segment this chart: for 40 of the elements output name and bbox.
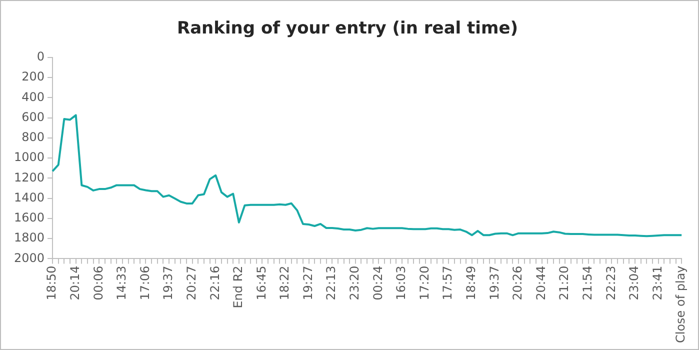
y-tick-label: 0	[36, 50, 45, 64]
x-tick-label: 00:06	[91, 266, 106, 300]
x-tick-label: 18:50	[44, 266, 59, 300]
x-tick-label: 22:16	[208, 266, 222, 300]
x-tick-label: Close of play	[674, 266, 688, 344]
x-tick-label: 23:04	[627, 266, 642, 300]
x-tick-label: 23:20	[348, 266, 362, 300]
x-tick-label: 17:57	[440, 266, 455, 300]
x-tick-label: 17:20	[417, 266, 432, 300]
x-tick-label: 19:37	[161, 266, 176, 300]
x-tick-label: 16:45	[254, 266, 268, 300]
y-tick-label: 1000	[14, 150, 45, 164]
chart-title: Ranking of your entry (in real time)	[176, 18, 518, 39]
x-tick-label: 16:03	[394, 266, 408, 300]
x-tick-label: 18:22	[278, 266, 292, 300]
x-tick-label: 18:49	[464, 266, 478, 300]
y-tick-label: 2000	[14, 250, 45, 265]
y-tick-label: 400	[22, 90, 45, 104]
x-tick-label: End R2	[231, 266, 246, 308]
y-tick-label: 1400	[14, 190, 45, 204]
y-tick-label: 1600	[14, 210, 45, 225]
x-tick-label: 00:24	[370, 266, 385, 300]
x-tick-label: 19:27	[300, 266, 315, 300]
x-tick-label: 22:13	[324, 266, 338, 300]
x-tick-label: 23:41	[650, 266, 664, 300]
x-tick-label: 20:27	[184, 266, 198, 300]
y-tick-label: 200	[22, 70, 45, 84]
y-tick-label: 800	[22, 130, 45, 144]
x-tick-label: 22:23	[604, 266, 618, 300]
x-tick-label: 20:26	[510, 266, 525, 300]
x-tick-label: 21:54	[580, 266, 595, 300]
x-tick-label: 21:20	[557, 266, 572, 300]
x-tick-label: 17:06	[138, 266, 152, 300]
x-tick-label: 20:14	[68, 266, 82, 300]
y-tick-label: 1800	[14, 230, 45, 245]
x-tick-label: 19:37	[487, 266, 502, 300]
x-tick-label: 14:33	[114, 266, 129, 300]
y-tick-label: 1200	[14, 170, 45, 184]
y-tick-label: 600	[22, 110, 45, 124]
x-tick-label: 20:44	[534, 266, 548, 300]
